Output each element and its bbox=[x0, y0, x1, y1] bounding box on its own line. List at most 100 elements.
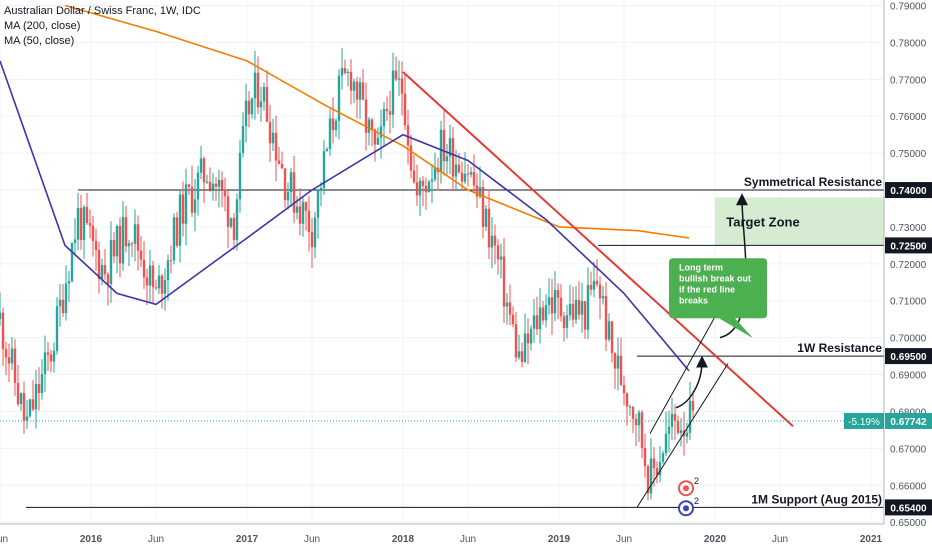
candle-up bbox=[301, 201, 305, 224]
candle-up bbox=[397, 78, 401, 80]
candle-up bbox=[217, 179, 221, 187]
candle-down bbox=[298, 206, 302, 224]
candle-up bbox=[172, 217, 176, 261]
candle-up bbox=[658, 461, 662, 476]
change-badge bbox=[844, 412, 884, 429]
price-axis[interactable]: 0.65000 0.66000 0.67000 0.68000 0.69000 0.700… bbox=[0, 0, 932, 529]
candle-up bbox=[163, 280, 167, 294]
candle-up bbox=[19, 393, 23, 405]
candle-down bbox=[520, 351, 524, 362]
candle-up bbox=[484, 208, 488, 227]
candle-up bbox=[382, 108, 386, 127]
candle-up bbox=[82, 206, 86, 240]
candle-up bbox=[28, 399, 32, 417]
candle-down bbox=[118, 225, 122, 264]
candle-up bbox=[568, 303, 572, 316]
candle-up bbox=[55, 306, 59, 351]
x-tick-label: 2019 bbox=[548, 534, 571, 545]
candle-down bbox=[214, 183, 218, 187]
candle-down bbox=[583, 301, 587, 330]
y-tick-label: 0.65000 bbox=[890, 518, 927, 529]
candle-up bbox=[127, 243, 131, 247]
candle-up bbox=[499, 256, 503, 260]
candle-up bbox=[490, 235, 494, 248]
candle-up bbox=[565, 315, 569, 328]
candle-up bbox=[574, 299, 578, 320]
candle-up bbox=[157, 275, 161, 289]
level-price-label: 0.72500 bbox=[890, 241, 927, 252]
candle-down bbox=[415, 182, 419, 196]
candle-down bbox=[550, 297, 554, 314]
candle-down bbox=[247, 100, 251, 115]
candle-down bbox=[691, 400, 695, 411]
candle-up bbox=[637, 412, 641, 426]
candle-down bbox=[622, 384, 626, 394]
candle-up bbox=[553, 290, 557, 314]
candle-up bbox=[547, 297, 551, 305]
candle-down bbox=[79, 207, 83, 240]
candle-up bbox=[661, 453, 665, 462]
candle-up bbox=[439, 129, 443, 173]
time-axis[interactable]: Jun 2016 Jun 2017 Jun 2018 Jun 2019 Jun 2020 Jun 20… bbox=[0, 523, 884, 545]
level-price-label: 0.69500 bbox=[890, 352, 927, 363]
candle-down bbox=[1, 312, 5, 350]
candle-up bbox=[67, 281, 71, 284]
change-label: -5.19% bbox=[848, 417, 880, 428]
candle-down bbox=[373, 129, 377, 145]
candle-down bbox=[442, 129, 446, 162]
candle-down bbox=[652, 458, 656, 469]
candle-up bbox=[319, 187, 323, 190]
candle-down bbox=[265, 86, 269, 122]
candle-up bbox=[592, 280, 596, 290]
candle-up bbox=[454, 164, 458, 177]
x-tick-label: Jun bbox=[460, 534, 476, 545]
ma200-legend[interactable]: MA (200, close) bbox=[4, 20, 81, 32]
candle-down bbox=[202, 158, 206, 183]
event-badge-count: 2 bbox=[694, 476, 699, 486]
candle-up bbox=[235, 199, 239, 240]
candle-up bbox=[211, 183, 215, 190]
ma50-legend[interactable]: MA (50, close) bbox=[4, 35, 75, 47]
candle-up bbox=[193, 199, 197, 213]
y-tick-label: 0.67000 bbox=[890, 444, 927, 455]
candle-up bbox=[505, 302, 509, 307]
candle-down bbox=[307, 210, 311, 232]
candle-down bbox=[232, 217, 236, 240]
target-zone-label: Target Zone bbox=[726, 214, 799, 229]
candle-down bbox=[643, 447, 647, 467]
candle-down bbox=[130, 243, 134, 245]
candle-down bbox=[556, 290, 560, 298]
callout-text: if the red line bbox=[679, 284, 735, 294]
candle-down bbox=[61, 299, 65, 314]
candle-down bbox=[511, 314, 515, 325]
candle-up bbox=[121, 217, 125, 264]
x-tick-label: Jun bbox=[148, 534, 164, 545]
candle-down bbox=[394, 70, 398, 80]
candle-down bbox=[46, 352, 50, 355]
candle-up bbox=[328, 118, 332, 149]
candle-down bbox=[655, 468, 659, 476]
candle-down bbox=[304, 201, 308, 211]
candle-down bbox=[343, 68, 347, 74]
candle-up bbox=[229, 217, 233, 227]
candle-up bbox=[529, 328, 533, 344]
candle-down bbox=[646, 466, 650, 494]
level-price-badge bbox=[885, 348, 932, 365]
candle-down bbox=[598, 284, 602, 299]
candle-down bbox=[676, 420, 680, 433]
candle-up bbox=[238, 152, 242, 200]
level-price-badge bbox=[885, 237, 932, 254]
candle-down bbox=[619, 355, 623, 385]
candle-down bbox=[502, 256, 506, 307]
candle-up bbox=[379, 126, 383, 138]
y-tick-label: 0.78000 bbox=[890, 38, 927, 49]
candle-up bbox=[586, 284, 590, 330]
candle-down bbox=[613, 353, 617, 369]
level-price-label: 0.65400 bbox=[890, 503, 927, 514]
moving-averages bbox=[0, 4, 690, 372]
candle-up bbox=[352, 81, 356, 91]
candle-up bbox=[271, 132, 275, 144]
channel-lower-line bbox=[636, 363, 729, 508]
